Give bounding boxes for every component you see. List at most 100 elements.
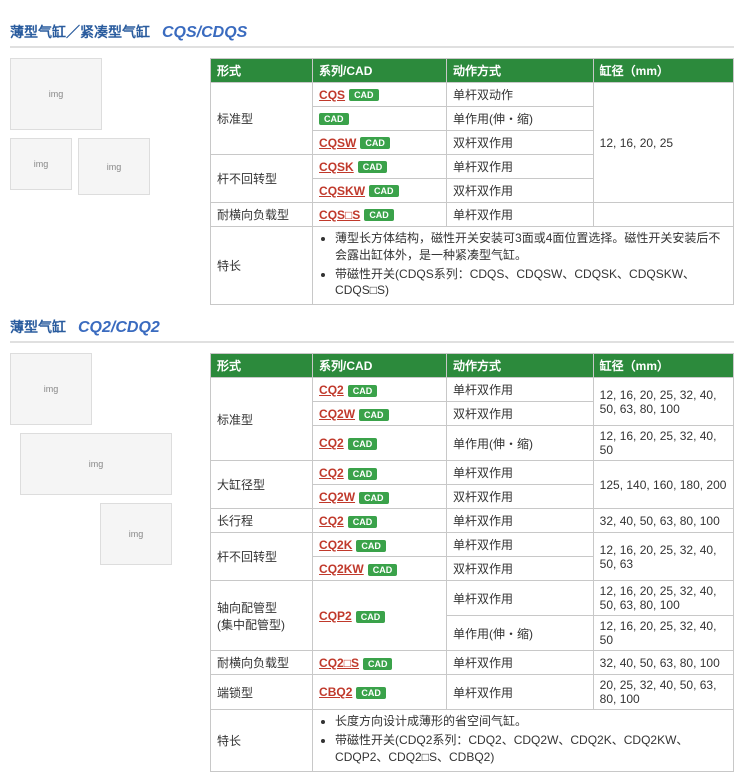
section1-title-code: CQS/CDQS bbox=[162, 24, 247, 42]
section1-title-jp: 薄型气缸／紧凑型气缸 bbox=[10, 22, 150, 42]
table-row: 耐横向负载型CQ2□SCAD单杆双作用32, 40, 50, 63, 80, 1… bbox=[211, 651, 734, 675]
cad-badge[interactable]: CAD bbox=[349, 89, 379, 101]
cell-action: 单杆双作用 bbox=[446, 581, 593, 616]
series-link[interactable]: CQ2W bbox=[319, 490, 355, 504]
cell-action: 单作用(伸・缩) bbox=[446, 426, 593, 461]
cell-form: 长行程 bbox=[211, 509, 313, 533]
cell-form: 杆不回转型 bbox=[211, 533, 313, 581]
feature-label: 特长 bbox=[211, 227, 313, 305]
cell-bore: 12, 16, 20, 25, 32, 40, 50, 63, 80, 100 bbox=[593, 581, 733, 616]
cell-series: CQ2 CAD bbox=[313, 378, 447, 402]
th-form: 形式 bbox=[211, 59, 313, 83]
cell-action: 单杆双作用 bbox=[446, 155, 593, 179]
section2-image: img img img bbox=[10, 353, 200, 565]
cell-form: 标准型 bbox=[211, 83, 313, 155]
table-row: 标准型CQSCAD单杆双动作12, 16, 20, 25 bbox=[211, 83, 734, 107]
series-link[interactable]: CQ2 bbox=[319, 466, 344, 480]
cell-action: 双杆双作用 bbox=[446, 131, 593, 155]
cell-series: CQS□S CAD bbox=[313, 203, 447, 227]
cell-action: 双杆双作用 bbox=[446, 485, 593, 509]
cad-badge[interactable]: CAD bbox=[356, 611, 386, 623]
cad-badge[interactable]: CAD bbox=[369, 185, 399, 197]
cad-badge[interactable]: CAD bbox=[359, 409, 389, 421]
feature-label: 特长 bbox=[211, 710, 313, 771]
series-link[interactable]: CQ2KW bbox=[319, 562, 364, 576]
series-link[interactable]: CQSKW bbox=[319, 184, 365, 198]
table-row: 端锁型CBQ2CAD单杆双作用20, 25, 32, 40, 50, 63, 8… bbox=[211, 675, 734, 710]
cad-badge[interactable]: CAD bbox=[363, 658, 393, 670]
cell-series: CQS CAD bbox=[313, 83, 447, 107]
cell-bore: 12, 16, 20, 25, 32, 40, 50 bbox=[593, 426, 733, 461]
cell-form: 标准型 bbox=[211, 378, 313, 461]
cad-badge[interactable]: CAD bbox=[364, 209, 394, 221]
series-link[interactable]: CQ2 bbox=[319, 514, 344, 528]
cell-action: 双杆双作用 bbox=[446, 557, 593, 581]
table-row: 标准型CQ2CAD单杆双作用12, 16, 20, 25, 32, 40, 50… bbox=[211, 378, 734, 402]
product-image: img bbox=[78, 138, 150, 195]
cell-form: 端锁型 bbox=[211, 675, 313, 710]
series-link[interactable]: CQS□S bbox=[319, 208, 360, 222]
cell-series: CQ2KW CAD bbox=[313, 557, 447, 581]
cell-form: 耐横向负载型 bbox=[211, 651, 313, 675]
cad-badge[interactable]: CAD bbox=[368, 564, 398, 576]
cell-series: CAD bbox=[313, 107, 447, 131]
th-series: 系列/CAD bbox=[313, 59, 447, 83]
cell-action: 单杆双作用 bbox=[446, 651, 593, 675]
cell-bore: 12, 16, 20, 25, 32, 40, 50, 63, 80, 100 bbox=[593, 378, 733, 426]
cell-bore: 125, 140, 160, 180, 200 bbox=[593, 461, 733, 509]
cell-action: 双杆双作用 bbox=[446, 402, 593, 426]
cad-badge[interactable]: CAD bbox=[348, 516, 378, 528]
cad-badge[interactable]: CAD bbox=[356, 540, 386, 552]
cell-action: 双杆双作用 bbox=[446, 179, 593, 203]
cad-badge[interactable]: CAD bbox=[358, 161, 388, 173]
cad-badge[interactable]: CAD bbox=[359, 492, 389, 504]
cell-form: 杆不回转型 bbox=[211, 155, 313, 203]
cell-bore: 32, 40, 50, 63, 80, 100 bbox=[593, 509, 733, 533]
feature-cell: 薄型长方体结构，磁性开关安装可3面或4面位置选择。磁性开关安装后不会露出缸体外，… bbox=[313, 227, 734, 305]
cell-action: 单杆双动作 bbox=[446, 83, 593, 107]
series-link[interactable]: CQ2 bbox=[319, 383, 344, 397]
series-link[interactable]: CQS bbox=[319, 88, 345, 102]
table-header-row: 形式 系列/CAD 动作方式 缸径（mm） bbox=[211, 59, 734, 83]
th-bore: 缸径（mm） bbox=[593, 354, 733, 378]
section1-table: 形式 系列/CAD 动作方式 缸径（mm） 标准型 CQS CAD 单杆双动作12, … bbox=[210, 58, 734, 305]
series-link[interactable]: CBQ2 bbox=[319, 685, 352, 699]
th-form: 形式 bbox=[211, 354, 313, 378]
cell-series: CQ2W CAD bbox=[313, 402, 447, 426]
cad-badge[interactable]: CAD bbox=[360, 137, 390, 149]
cell-series: CBQ2 CAD bbox=[313, 675, 447, 710]
cell-series: CQ2 CAD bbox=[313, 426, 447, 461]
cad-badge[interactable]: CAD bbox=[348, 385, 378, 397]
section1-title: 薄型气缸／紧凑型气缸 CQS/CDQS bbox=[10, 22, 734, 48]
product-image: img bbox=[10, 58, 102, 130]
cad-badge[interactable]: CAD bbox=[348, 468, 378, 480]
cell-bore: 12, 16, 20, 25 bbox=[593, 83, 733, 203]
cell-series: CQ2 CAD bbox=[313, 509, 447, 533]
section1-image: img img img bbox=[10, 58, 200, 195]
feature-item: 薄型长方体结构，磁性开关安装可3面或4面位置选择。磁性开关安装后不会露出缸体外，… bbox=[335, 230, 727, 264]
cell-action: 单杆双作用 bbox=[446, 533, 593, 557]
series-link[interactable]: CQSW bbox=[319, 136, 356, 150]
feature-item: 带磁性开关(CDQS系列：CDQS、CDQSW、CDQSK、CDQSKW、CDQ… bbox=[335, 266, 727, 300]
series-link[interactable]: CQ2□S bbox=[319, 656, 359, 670]
series-link[interactable]: CQ2W bbox=[319, 407, 355, 421]
cell-bore: 12, 16, 20, 25, 32, 40, 50 bbox=[593, 616, 733, 651]
cad-badge[interactable]: CAD bbox=[319, 113, 349, 125]
cell-form: 耐横向负载型 bbox=[211, 203, 313, 227]
cad-badge[interactable]: CAD bbox=[356, 687, 386, 699]
cell-series: CQSKW CAD bbox=[313, 179, 447, 203]
series-link[interactable]: CQ2K bbox=[319, 538, 352, 552]
series-link[interactable]: CQ2 bbox=[319, 436, 344, 450]
feature-item: 带磁性开关(CDQ2系列：CDQ2、CDQ2W、CDQ2K、CDQ2KW、CDQ… bbox=[335, 732, 727, 766]
feature-row: 特长 长度方向设计成薄形的省空间气缸。带磁性开关(CDQ2系列：CDQ2、CDQ… bbox=[211, 710, 734, 771]
cell-action: 单杆双作用 bbox=[446, 203, 593, 227]
product-image: img bbox=[100, 503, 172, 565]
series-link[interactable]: CQP2 bbox=[319, 609, 352, 623]
product-image: img bbox=[20, 433, 172, 495]
section2-title: 薄型气缸 CQ2/CDQ2 bbox=[10, 317, 734, 343]
cell-series: CQ2□S CAD bbox=[313, 651, 447, 675]
series-link[interactable]: CQSK bbox=[319, 160, 354, 174]
cad-badge[interactable]: CAD bbox=[348, 438, 378, 450]
th-action: 动作方式 bbox=[446, 354, 593, 378]
th-series: 系列/CAD bbox=[313, 354, 447, 378]
